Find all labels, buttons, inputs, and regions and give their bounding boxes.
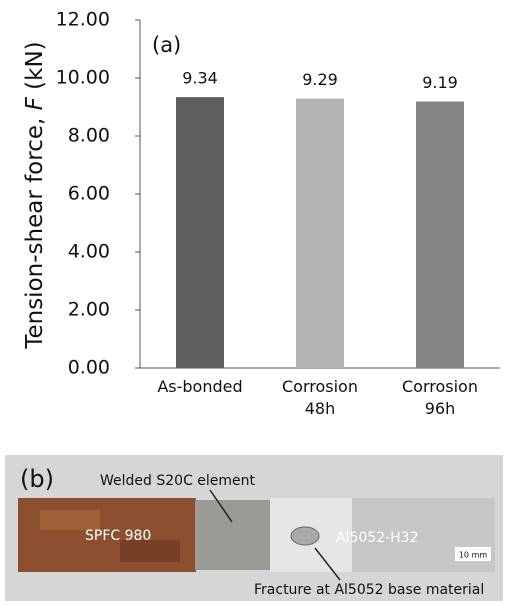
y-axis-label: Tension-shear force, F (kN) [22,41,48,349]
bar [176,97,224,368]
y-label-symbol: F [22,96,48,110]
y-tick-label: 6.00 [68,183,110,205]
y-tick-label: 8.00 [68,125,110,147]
panel-label: (b) [20,465,54,493]
y-tick-label: 4.00 [68,241,110,263]
y-tick-label: 0.00 [68,357,110,379]
page: Tension-shear force, F (kN) (a) (b) Weld… [0,0,508,606]
steel-label: SPFC 980 [85,528,151,544]
x-tick-label: Corrosion 48h [265,376,375,420]
x-tick-label: Corrosion 96h [385,376,495,420]
bar [296,99,344,368]
y-tick-label: 10.00 [56,67,110,89]
photo-panel: (b) Welded S20C element SPFC 980 Al5052-… [5,455,503,601]
data-label: 9.19 [422,73,458,92]
y-label-unit: (kN) [22,41,48,89]
weld-plate [195,500,270,570]
chart: Tension-shear force, F (kN) (a) (b) Weld… [0,0,508,606]
scale-label: 10 mm [459,551,488,560]
y-label-text: Tension-shear force, [22,118,48,350]
rust [40,510,100,530]
bar [416,101,464,368]
x-tick-label: As-bonded [145,376,255,398]
data-label: 9.34 [182,69,218,88]
welded-label: Welded S20C element [100,473,256,489]
fracture-spot [291,527,319,545]
y-tick-label: 12.00 [56,9,110,31]
y-tick-label: 2.00 [68,299,110,321]
data-label: 9.29 [302,70,338,89]
aluminum-label: Al5052-H32 [336,530,419,546]
panel-label: (a) [152,33,181,57]
fracture-label: Fracture at Al5052 base material [254,582,484,598]
